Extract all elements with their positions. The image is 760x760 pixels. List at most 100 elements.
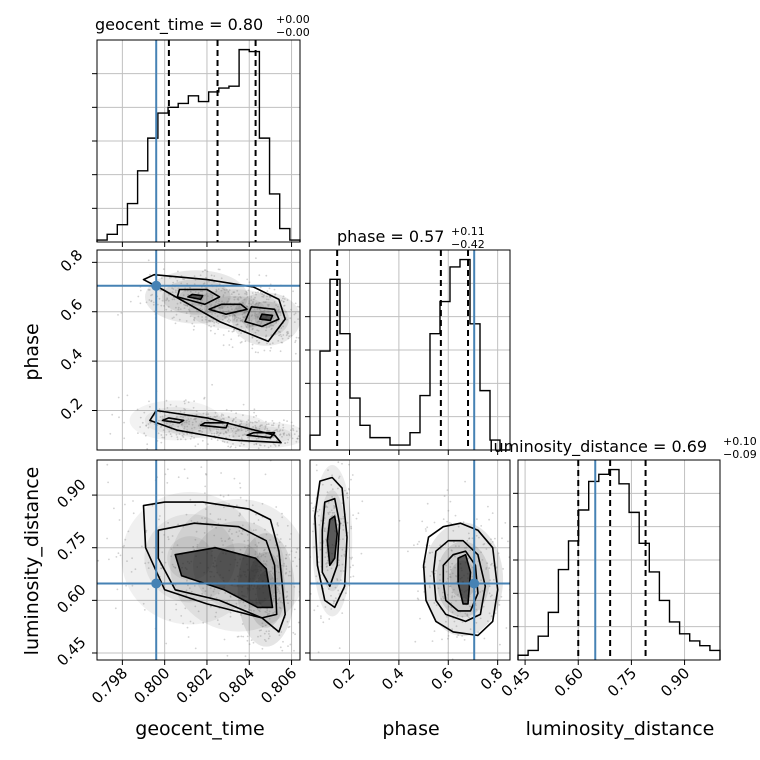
scatter-point (276, 311, 279, 314)
title-phase-minus: −0.42 (451, 238, 485, 251)
scatter-point (294, 312, 297, 315)
scatter-point (316, 469, 318, 472)
scatter-point (222, 310, 225, 313)
scatter-point (220, 415, 223, 417)
scatter-point (286, 595, 289, 597)
scatter-point (260, 554, 263, 557)
scatter-point (178, 318, 181, 321)
scatter-point (145, 301, 148, 304)
scatter-point (250, 315, 253, 317)
scatter-point (475, 608, 478, 611)
scatter-point (174, 289, 177, 292)
scatter-point (294, 352, 297, 355)
scatter-point (148, 299, 151, 301)
scatter-point (255, 302, 258, 304)
scatter-point (293, 608, 296, 611)
scatter-point (167, 522, 170, 524)
scatter-point (246, 323, 249, 326)
scatter-point (455, 581, 458, 583)
scatter-point (289, 317, 292, 320)
scatter-point (207, 413, 210, 415)
scatter-point (182, 525, 185, 528)
scatter-point (143, 432, 146, 435)
scatter-point (351, 474, 354, 476)
scatter-point (500, 595, 503, 598)
scatter-point (236, 298, 239, 301)
scatter-point (490, 564, 492, 566)
scatter-point (263, 638, 266, 641)
scatter-point (279, 314, 282, 316)
scatter-point (214, 332, 216, 335)
scatter-point (225, 430, 227, 433)
scatter-point (153, 310, 156, 313)
scatter-point (282, 300, 285, 303)
scatter-point (167, 299, 170, 302)
scatter-point (214, 312, 217, 315)
scatter-point (205, 521, 208, 524)
xtick-label-geocent-time-3: 0.804 (215, 664, 258, 707)
scatter-point (458, 545, 460, 547)
scatter-point (244, 433, 247, 436)
scatter-point (290, 533, 293, 535)
scatter-point (238, 301, 241, 304)
scatter-point (204, 590, 207, 592)
scatter-point (264, 555, 267, 558)
scatter-point (289, 574, 292, 577)
scatter-point (231, 420, 234, 423)
ytick-label-phase-2: 0.6 (57, 295, 87, 325)
scatter-point (257, 304, 260, 306)
scatter-point (227, 445, 230, 448)
scatter-point (244, 292, 247, 295)
scatter-point (287, 602, 289, 604)
scatter-point (232, 435, 235, 438)
scatter-point (146, 443, 149, 446)
scatter-point (295, 565, 298, 567)
scatter-point (193, 325, 196, 328)
scatter-point (265, 564, 268, 566)
scatter-point (327, 469, 329, 472)
scatter-point (177, 476, 180, 479)
scatter-point (186, 579, 188, 582)
scatter-point (278, 444, 280, 447)
scatter-point (150, 299, 153, 302)
scatter-point (479, 591, 482, 593)
scatter-point (278, 541, 281, 543)
scatter-point (161, 415, 164, 418)
scatter-point (158, 408, 161, 411)
scatter-point (252, 529, 255, 532)
scatter-point (177, 306, 180, 309)
scatter-point (433, 521, 436, 524)
scatter-point (447, 548, 450, 550)
scatter-point (191, 427, 193, 430)
scatter-point (195, 530, 198, 533)
contour-luminosity-distance-vs-phase-0 (314, 476, 348, 609)
scatter-point (280, 564, 283, 567)
scatter-point (257, 320, 260, 323)
scatter-point (259, 444, 262, 447)
scatter-point (204, 287, 207, 289)
scatter-point (199, 290, 202, 293)
scatter-point (191, 303, 194, 306)
scatter-point (488, 592, 491, 595)
scatter-point (468, 616, 470, 619)
scatter-point (184, 408, 187, 411)
scatter-point (187, 418, 190, 420)
scatter-point (263, 632, 266, 635)
scatter-point (165, 433, 168, 436)
scatter-point (201, 309, 204, 311)
scatter-point (226, 654, 229, 657)
scatter-point (462, 521, 465, 524)
scatter-point (234, 432, 237, 435)
scatter-point (185, 320, 188, 322)
scatter-point (213, 415, 216, 418)
scatter-point (318, 524, 321, 526)
scatter-point (204, 473, 207, 475)
scatter-point (251, 343, 254, 346)
scatter-point (340, 518, 342, 520)
scatter-point (291, 437, 294, 440)
scatter-point (147, 561, 150, 564)
scatter-point (193, 319, 196, 322)
scatter-point (278, 634, 281, 637)
scatter-point (257, 635, 259, 638)
scatter-point (239, 513, 242, 516)
